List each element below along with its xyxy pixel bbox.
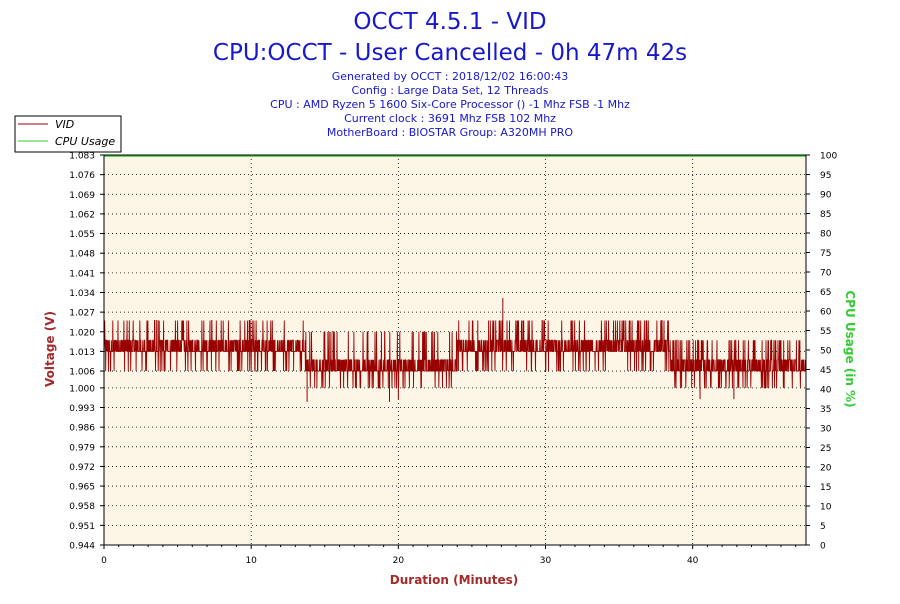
y-tick-label: 1.034 (69, 289, 95, 299)
y2-tick-label: 55 (820, 327, 831, 337)
legend-cpu-label: CPU Usage (55, 135, 115, 148)
chart-subtitle: CPU:OCCT - User Cancelled - 0h 47m 42s (213, 40, 687, 66)
y-tick-label: 1.020 (69, 328, 95, 338)
y2-tick-label: 20 (820, 464, 832, 474)
y-tick-label: 0.993 (69, 404, 95, 414)
y-tick-label: 0.951 (69, 522, 95, 532)
y2-tick-label: 40 (820, 386, 832, 396)
y-tick-label: 1.062 (69, 210, 95, 220)
vid-series-line (103, 320, 807, 389)
y2-tick-label: 45 (820, 366, 831, 376)
x-tick-label: 10 (245, 556, 257, 566)
x-tick-label: 40 (687, 556, 699, 566)
x-tick-label: 20 (393, 556, 405, 566)
y-tick-label: 0.979 (69, 443, 95, 453)
y-tick-label: 1.048 (69, 250, 95, 260)
y-axis-label: Voltage (V) (43, 311, 57, 387)
x-tick-label: 0 (101, 556, 107, 566)
y-tick-label: 1.006 (69, 368, 95, 378)
grid-lines (104, 155, 806, 545)
y-tick-label: 0.958 (69, 502, 95, 512)
info-generated: Generated by OCCT : 2018/12/02 16:00:43 (332, 70, 569, 83)
y2-tick-label: 85 (820, 210, 831, 220)
info-motherboard: MotherBoard : BIOSTAR Group: A320MH PRO (327, 126, 574, 139)
y-tick-label: 1.055 (69, 230, 95, 240)
y2-tick-label: 60 (820, 308, 832, 318)
y-tick-label: 0.972 (69, 463, 95, 473)
y2-tick-label: 100 (820, 152, 837, 162)
y-tick-label: 1.076 (69, 171, 95, 181)
x-axis-label: Duration (Minutes) (390, 573, 518, 587)
axes: 0.944 0.951 0.958 0.965 0.972 0.979 0.986 0.993… (69, 152, 837, 567)
y-tick-label: 1.027 (69, 309, 95, 319)
y2-tick-label: 30 (820, 425, 832, 435)
y-tick-label: 1.013 (69, 348, 95, 358)
y2-tick-label: 95 (820, 171, 831, 181)
y2-tick-label: 50 (820, 347, 832, 357)
legend-box (14, 115, 122, 153)
y-tick-label: 1.069 (69, 191, 95, 201)
y2-tick-label: 15 (820, 483, 831, 493)
y-tick-label: 0.965 (69, 483, 95, 493)
y-tick-label: 1.041 (69, 269, 95, 279)
x-tick-label: 30 (540, 556, 552, 566)
legend-vid-label: VID (55, 118, 74, 131)
info-clock: Current clock : 3691 Mhz FSB 102 Mhz (344, 112, 556, 125)
y2-tick-label: 25 (820, 444, 831, 454)
y2-tick-label: 90 (820, 191, 832, 201)
y2-tick-label: 10 (820, 503, 832, 513)
info-config: Config : Large Data Set, 12 Threads (352, 84, 549, 97)
y2-tick-label: 70 (820, 269, 832, 279)
y-tick-label: 0.944 (69, 542, 95, 552)
y-tick-label: 1.083 (69, 152, 95, 162)
y2-tick-label: 35 (820, 405, 831, 415)
y2-tick-label: 5 (820, 522, 826, 532)
y2-tick-label: 75 (820, 249, 831, 259)
y-tick-label: 0.986 (69, 424, 95, 434)
y-tick-label: 1.000 (69, 384, 95, 394)
y2-tick-label: 65 (820, 288, 831, 298)
info-cpu: CPU : AMD Ryzen 5 1600 Six-Core Processo… (270, 98, 630, 111)
series-layer (103, 155, 807, 402)
y2-axis-label: CPU Usage (in %) (843, 290, 857, 407)
legend: VID CPU Usage (14, 115, 122, 153)
y2-tick-label: 0 (820, 542, 826, 552)
y2-tick-label: 80 (820, 230, 832, 240)
chart-title: OCCT 4.5.1 - VID (353, 9, 546, 35)
